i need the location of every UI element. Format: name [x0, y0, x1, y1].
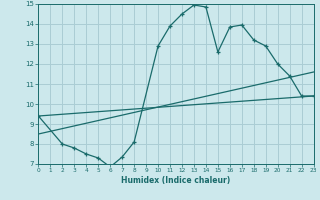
X-axis label: Humidex (Indice chaleur): Humidex (Indice chaleur) — [121, 176, 231, 185]
